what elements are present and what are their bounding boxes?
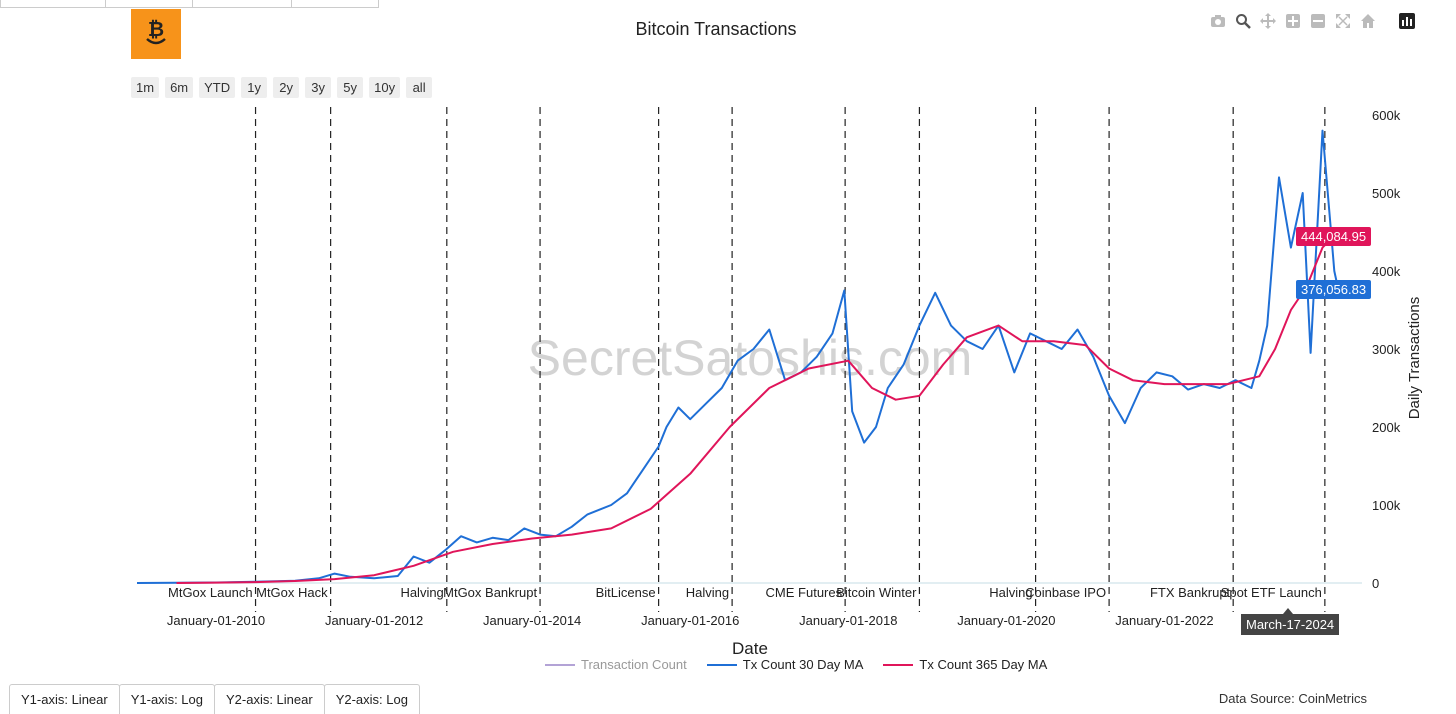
camera-icon[interactable] (1208, 11, 1227, 30)
y-tick-label: 500k (1372, 186, 1401, 201)
x-tick-label: January-01-2012 (325, 613, 423, 628)
plotly-logo-icon[interactable] (1397, 11, 1416, 30)
range-button-2y[interactable]: 2y (273, 77, 300, 98)
legend-swatch (883, 663, 914, 666)
event-label: CME Futures (766, 585, 843, 600)
range-button-10y[interactable]: 10y (369, 77, 401, 98)
bitcoin-face-icon: ₿ (146, 17, 166, 45)
top-tab-strip (0, 0, 400, 8)
range-button-5y[interactable]: 5y (337, 77, 364, 98)
hover-date-tooltip: March-17-2024 (1241, 608, 1340, 635)
tab-y1-linear[interactable]: Y1-axis: Linear (9, 684, 120, 714)
x-tick-label: January-01-2014 (483, 613, 581, 628)
event-label: MtGox Hack (256, 585, 328, 600)
range-button-3y[interactable]: 3y (305, 77, 332, 98)
axis-scale-tabs: Y1-axis: Linear Y1-axis: Log Y2-axis: Li… (9, 684, 420, 714)
event-label: MtGox Bankrupt (443, 585, 537, 600)
y-tick-label: 0 (1372, 576, 1379, 591)
y-tick-label: 100k (1372, 498, 1401, 513)
event-label: Halving (989, 585, 1032, 600)
pan-icon[interactable] (1258, 11, 1277, 30)
svg-text:₿: ₿ (148, 17, 164, 41)
y-tick-label: 600k (1372, 108, 1401, 123)
series-layer (136, 129, 1340, 584)
event-lines: MtGox Launch MtGox Hack Halving MtGox Bankr… (168, 107, 1326, 612)
x-tick-label: January-01-2022 (1115, 613, 1213, 628)
x-axis: January-01-2010 January-01-2012 January-01… (167, 613, 1330, 628)
legend-label: Tx Count 365 Day MA (919, 657, 1048, 672)
zoom-icon[interactable] (1233, 11, 1252, 30)
zoom-out-icon[interactable] (1308, 11, 1327, 30)
range-button-6m[interactable]: 6m (165, 77, 194, 98)
hover-label-365ma: 444,084.95 (1296, 226, 1372, 246)
series-line-365ma (176, 235, 1339, 584)
event-label: Spot ETF Launch (1221, 585, 1322, 600)
data-source: Data Source: CoinMetrics (1218, 691, 1367, 706)
range-button-1m[interactable]: 1m (131, 77, 160, 98)
range-selector: 1m 6m YTD 1y 2y 3y 5y 10y all (131, 77, 433, 98)
x-tick-label: January-01-2010 (167, 613, 265, 628)
y-axis: 0 100k 200k 300k 400k 500k 600k (1372, 108, 1401, 591)
x-tick-label: January-01-2020 (957, 613, 1055, 628)
logo: ₿ (131, 9, 181, 59)
x-axis-title: Date (732, 639, 768, 658)
range-button-ytd[interactable]: YTD (199, 77, 236, 98)
reset-axes-icon[interactable] (1358, 11, 1377, 30)
range-button-1y[interactable]: 1y (241, 77, 268, 98)
legend-item-30ma[interactable]: Tx Count 30 Day MA (706, 657, 864, 672)
x-tick-label: January-01-2016 (641, 613, 739, 628)
event-label: BitLicense (596, 585, 656, 600)
y-tick-label: 200k (1372, 420, 1401, 435)
y-tick-label: 400k (1372, 264, 1401, 279)
y-axis-title: Daily Transactions (1406, 297, 1423, 420)
event-label: Bitcoin Winter (836, 585, 917, 600)
autoscale-icon[interactable] (1333, 11, 1352, 30)
legend-item-transaction-count[interactable]: Transaction Count (545, 657, 687, 672)
hover-label-30ma: 376,056.83 (1296, 279, 1372, 299)
legend-swatch (706, 663, 737, 666)
legend: Transaction Count Tx Count 30 Day MA Tx … (545, 657, 1047, 672)
event-label: MtGox Launch (168, 585, 253, 600)
legend-label: Transaction Count (581, 657, 687, 672)
modebar (1208, 11, 1416, 30)
tab-y2-log[interactable]: Y2-axis: Log (323, 684, 420, 714)
top-tab[interactable] (291, 0, 379, 8)
legend-item-365ma[interactable]: Tx Count 365 Day MA (883, 657, 1047, 672)
chart-title: Bitcoin Transactions (635, 19, 797, 39)
event-label: Halving (400, 585, 443, 600)
tab-y2-linear[interactable]: Y2-axis: Linear (213, 684, 325, 714)
range-button-all[interactable]: all (406, 77, 433, 98)
tab-y1-log[interactable]: Y1-axis: Log (118, 684, 215, 714)
event-label: FTX Bankrupt (1150, 585, 1231, 600)
y-tick-label: 300k (1372, 342, 1401, 357)
event-label: Coinbase IPO (1025, 585, 1106, 600)
legend-swatch (545, 663, 575, 666)
series-line-30ma (136, 129, 1340, 584)
x-tick-label: January-01-2018 (799, 613, 897, 628)
event-label: Halving (686, 585, 729, 600)
watermark: SecretSatoshis.com (528, 330, 973, 386)
legend-label: Tx Count 30 Day MA (742, 657, 864, 672)
zoom-in-icon[interactable] (1283, 11, 1302, 30)
